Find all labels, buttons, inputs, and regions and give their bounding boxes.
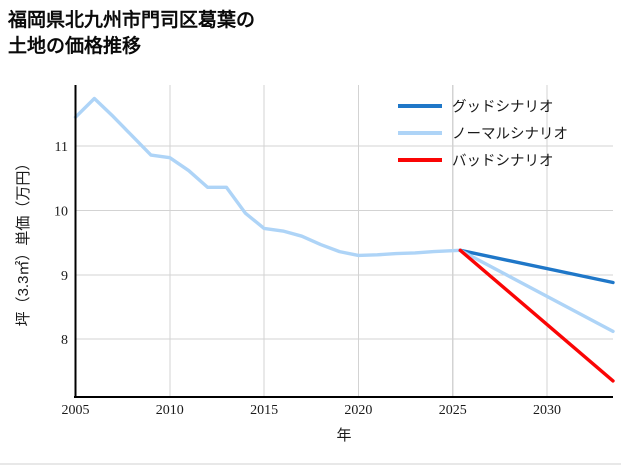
series-line	[458, 248, 615, 285]
x-tick-labels-group: 2005 2010 2015 2020 2025 2030	[62, 403, 562, 418]
y-axis-title: 坪（3.3㎡）単価（万円）	[15, 156, 32, 327]
y-tick-label: 11	[55, 140, 68, 155]
series-group	[73, 96, 615, 383]
gridlines-group	[74, 85, 613, 397]
x-tick-label: 2025	[439, 403, 467, 418]
y-tick-labels-group: 8 9 10 11	[54, 140, 68, 348]
x-tick-label: 2005	[62, 403, 90, 418]
series-line	[458, 248, 615, 334]
y-tick-label: 9	[61, 269, 68, 284]
series-line	[73, 96, 462, 258]
legend-label: バッドシナリオ	[452, 154, 554, 170]
x-tick-label: 2030	[533, 403, 561, 418]
y-tick-label: 8	[61, 333, 68, 348]
x-tick-label: 2020	[344, 403, 372, 418]
x-tick-label: 2010	[156, 403, 184, 418]
x-axis-title: 年	[336, 427, 351, 444]
y-tick-label: 10	[54, 204, 68, 219]
bottom-divider	[0, 463, 621, 465]
x-tick-label: 2015	[250, 403, 278, 418]
legend-label: グッドシナリオ	[452, 99, 554, 116]
chart-title: 福岡県北九州市門司区葛葉の 土地の価格推移	[8, 10, 256, 58]
legend-label: ノーマルシナリオ	[452, 127, 568, 143]
series-line	[458, 248, 615, 383]
